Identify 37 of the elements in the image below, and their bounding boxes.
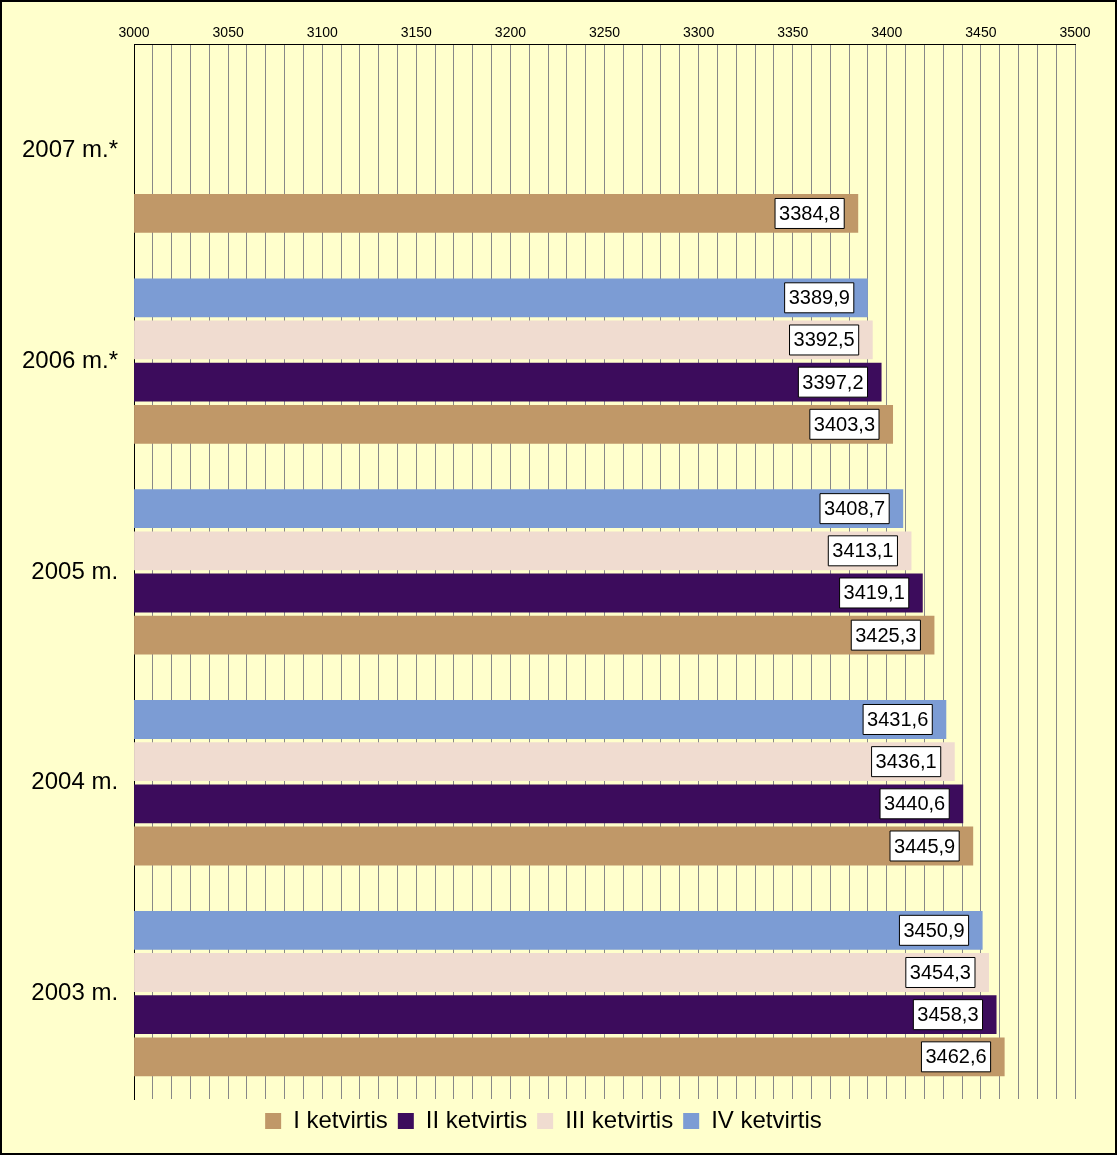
x-tick-label: 3450	[965, 24, 997, 41]
y-tick-label: 2007 m.*	[22, 134, 119, 162]
data-label: 3425,3	[855, 623, 917, 646]
x-tick-label: 3000	[118, 24, 150, 41]
y-tick-label: 2004 m.	[31, 767, 119, 795]
data-label: 3445,9	[894, 834, 956, 857]
x-tick-label: 3250	[588, 24, 621, 41]
y-tick-label: 2006 m.*	[22, 345, 119, 373]
x-tick-label: 3100	[306, 24, 339, 41]
x-tick-label: 3050	[212, 24, 244, 41]
legend-label: II ketvirtis	[425, 1105, 528, 1133]
y-tick-label: 2005 m.	[31, 556, 119, 584]
x-tick-label: 3400	[871, 24, 903, 41]
data-label: 3440,6	[884, 792, 946, 815]
data-label: 3413,1	[832, 539, 894, 562]
data-label: 3450,9	[903, 918, 965, 941]
legend-label: I ketvirtis	[293, 1105, 388, 1133]
legend-label: III ketvirtis	[565, 1105, 674, 1133]
x-tick-label: 3500	[1059, 24, 1091, 41]
data-label: 3454,3	[909, 961, 971, 984]
data-label: 3458,3	[917, 1003, 979, 1026]
data-label: 3389,9	[788, 286, 850, 309]
data-label: 3436,1	[875, 750, 937, 773]
x-tick-label: 3350	[777, 24, 809, 41]
data-label: 3431,6	[867, 708, 929, 730]
data-label: 3462,6	[925, 1045, 987, 1068]
x-tick-label: 3200	[494, 24, 527, 41]
data-label: 3397,2	[802, 370, 864, 393]
x-tick-label: 3300	[683, 24, 715, 41]
legend-label: IV ketvirtis	[711, 1105, 822, 1133]
x-tick-label: 3150	[400, 24, 433, 41]
data-label: 3392,5	[793, 328, 855, 351]
data-label: 3419,1	[843, 581, 905, 604]
data-label: 3384,8	[779, 201, 841, 224]
y-tick-label: 2003 m.	[31, 978, 119, 1006]
data-label: 3408,7	[824, 497, 886, 520]
data-label: 3403,3	[813, 412, 876, 435]
